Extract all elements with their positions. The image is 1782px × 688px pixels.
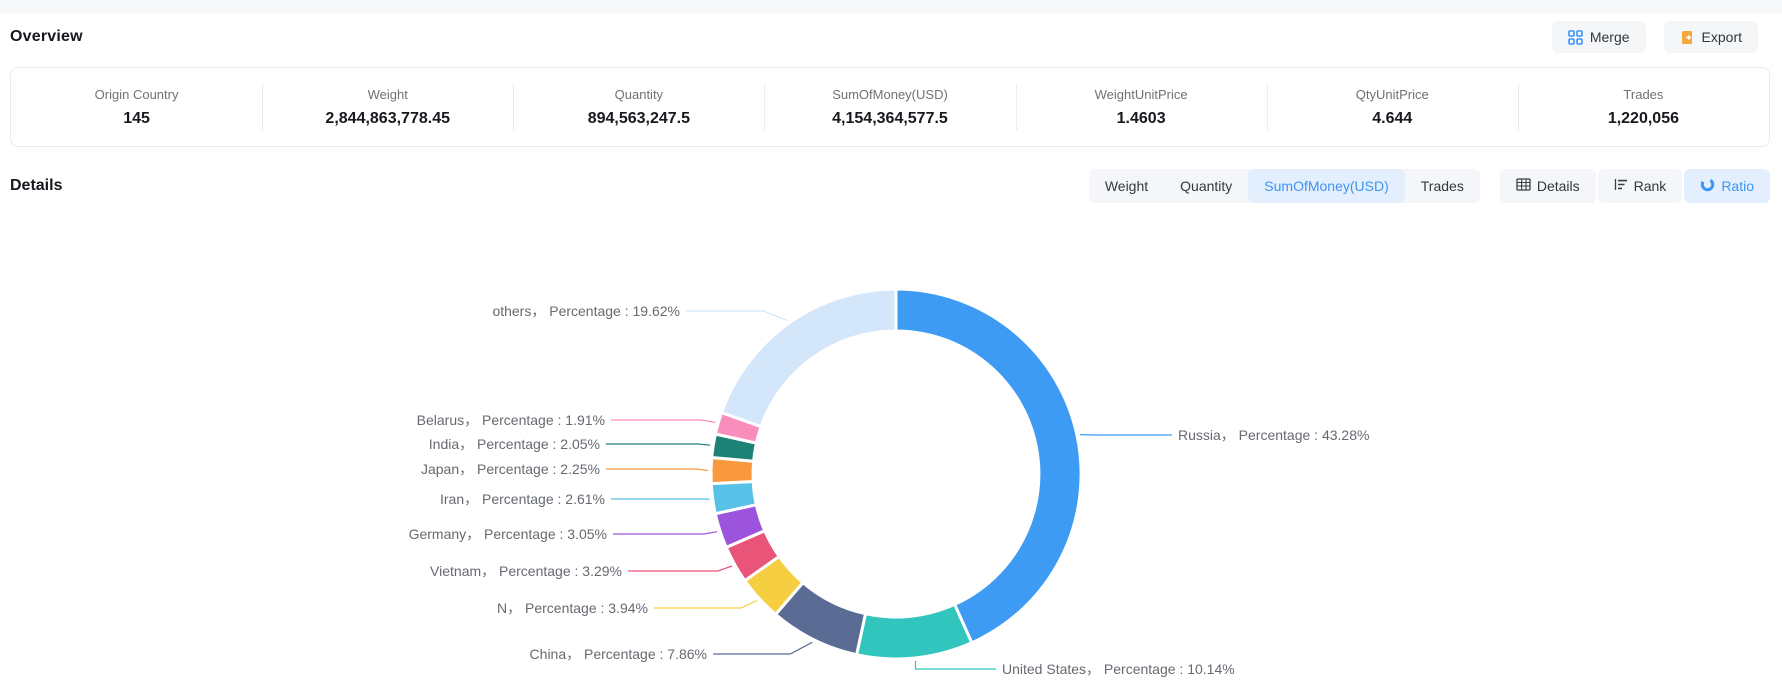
page-title: Overview xyxy=(10,28,83,45)
stat-value: 1.4603 xyxy=(1116,109,1166,127)
stat-label: Origin Country xyxy=(94,86,179,102)
tab-trades[interactable]: Trades xyxy=(1420,178,1464,194)
slice-label-germany: Germany， Percentage : 3.05% xyxy=(409,526,607,542)
slice-leader-line xyxy=(686,310,788,322)
details-row: Details Weight Quantity SumOfMoney(USD) … xyxy=(0,147,1782,203)
header-row: Overview Merge xyxy=(0,13,1782,61)
tab-weight[interactable]: Weight xyxy=(1104,178,1149,194)
tab-rank-view[interactable]: Rank xyxy=(1597,169,1683,203)
slice-label-n: N， Percentage : 3.94% xyxy=(497,600,648,616)
tab-ratio-view[interactable]: Ratio xyxy=(1684,169,1770,203)
export-button-label: Export xyxy=(1701,29,1742,45)
slice-label-india: India， Percentage : 2.05% xyxy=(429,436,600,452)
slice-leader-line xyxy=(606,443,711,446)
rank-bars-icon xyxy=(1614,178,1628,194)
slice-leader-line xyxy=(654,599,758,609)
stat-weight: Weight 2,844,863,778.45 xyxy=(262,87,513,128)
tab-sum-of-money[interactable]: SumOfMoney(USD) xyxy=(1248,169,1405,203)
stat-label: SumOfMoney(USD) xyxy=(832,86,948,102)
tab-details-label: Details xyxy=(1536,178,1580,194)
stat-qty-unit-price: QtyUnitPrice 4.644 xyxy=(1267,87,1518,128)
slice-leader-line xyxy=(914,661,996,670)
stat-quantity: Quantity 894,563,247.5 xyxy=(513,87,764,128)
ratio-donut-chart: Russia， Percentage : 43.28% United States… xyxy=(0,211,1782,688)
merge-button-label: Merge xyxy=(1589,29,1630,45)
stat-label: WeightUnitPrice xyxy=(1094,86,1188,102)
stat-label: Quantity xyxy=(614,86,664,102)
tab-area: Weight Quantity SumOfMoney(USD) Trades D… xyxy=(1088,169,1770,203)
export-file-icon xyxy=(1680,30,1695,45)
metric-tab-group: Weight Quantity SumOfMoney(USD) Trades xyxy=(1088,169,1480,203)
header-buttons: Merge Export xyxy=(1551,21,1758,53)
stat-value: 1,220,056 xyxy=(1607,109,1679,127)
slice-label-japan: Japan， Percentage : 2.25% xyxy=(421,461,600,477)
stat-label: Trades xyxy=(1623,86,1664,102)
stat-value: 894,563,247.5 xyxy=(587,109,691,127)
stat-label: Weight xyxy=(367,86,408,102)
stat-value: 4,154,364,577.5 xyxy=(832,109,948,127)
stat-label: QtyUnitPrice xyxy=(1355,86,1429,102)
details-title: Details xyxy=(10,177,63,194)
stat-value: 2,844,863,778.45 xyxy=(325,109,450,127)
stat-origin-country: Origin Country 145 xyxy=(11,87,262,128)
tab-details-view[interactable]: Details xyxy=(1499,169,1596,203)
tab-quantity[interactable]: Quantity xyxy=(1180,178,1233,194)
slice-label-belarus: Belarus， Percentage : 1.91% xyxy=(417,412,605,428)
table-icon xyxy=(1516,178,1531,194)
pie-slice-russia[interactable] xyxy=(894,287,1083,645)
merge-grid-icon xyxy=(1568,29,1583,45)
slice-leader-line xyxy=(628,565,733,572)
stat-trades: Trades 1,220,056 xyxy=(1518,87,1769,128)
slice-leader-line xyxy=(713,641,813,655)
stat-value: 145 xyxy=(123,109,150,127)
tab-rank-label: Rank xyxy=(1633,178,1667,194)
pie-slice-united-states[interactable] xyxy=(854,602,974,661)
donut-chart-svg: Russia， Percentage : 43.28% United States… xyxy=(409,287,1369,677)
merge-button[interactable]: Merge xyxy=(1551,21,1646,53)
slice-leader-line xyxy=(606,468,709,472)
view-tab-group: Details Rank Ratio xyxy=(1499,169,1770,203)
donut-icon xyxy=(1700,177,1715,195)
slice-label-russia: Russia， Percentage : 43.28% xyxy=(1178,427,1369,443)
tab-ratio-label: Ratio xyxy=(1721,178,1754,194)
slice-label-china: China， Percentage : 7.86% xyxy=(530,646,707,662)
slice-label-iran: Iran， Percentage : 2.61% xyxy=(440,491,605,507)
slice-label-others: others， Percentage : 19.62% xyxy=(492,303,680,319)
top-strip xyxy=(0,0,1782,13)
stat-sum-of-money: SumOfMoney(USD) 4,154,364,577.5 xyxy=(764,87,1015,128)
slice-leader-line xyxy=(613,531,718,535)
stat-value: 4.644 xyxy=(1372,109,1413,127)
export-button[interactable]: Export xyxy=(1663,21,1758,53)
pie-slice-others[interactable] xyxy=(719,287,898,429)
overview-stats-card: Origin Country 145 Weight 2,844,863,778.… xyxy=(10,67,1770,147)
slice-label-united-states: United States， Percentage : 10.14% xyxy=(1002,661,1235,677)
slice-label-vietnam: Vietnam， Percentage : 3.29% xyxy=(430,563,622,579)
slice-leader-line xyxy=(611,419,716,423)
stat-weight-unit-price: WeightUnitPrice 1.4603 xyxy=(1016,87,1267,128)
